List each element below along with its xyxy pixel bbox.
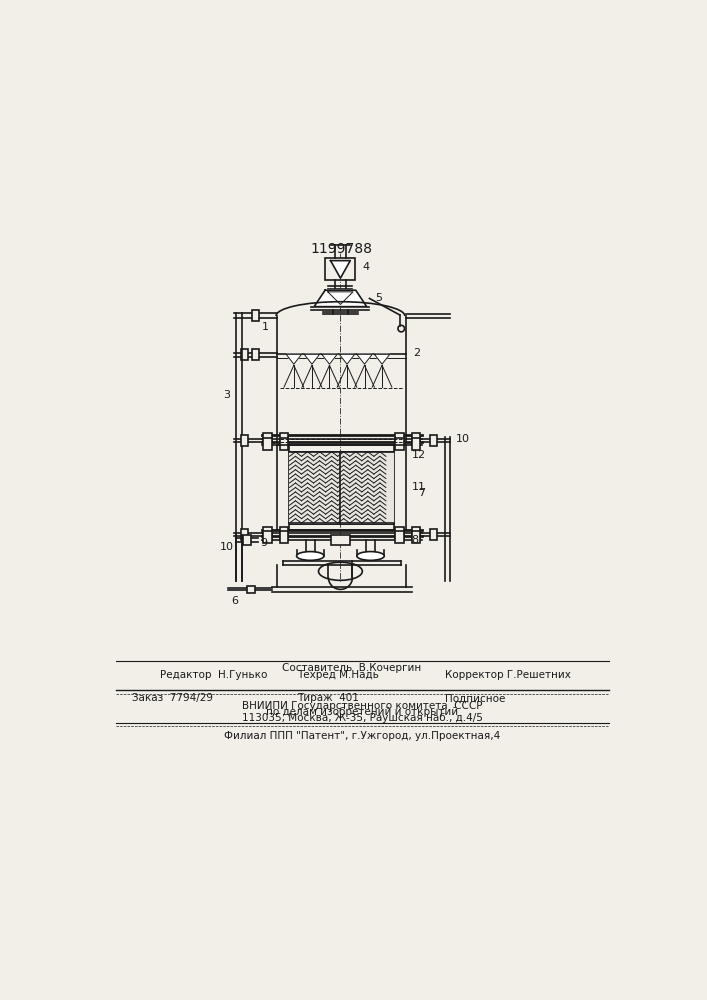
Text: 6: 6 [231, 596, 238, 606]
Bar [279, 527, 288, 539]
Text: ВНИИПИ Государственного комитета  СССР: ВНИИПИ Государственного комитета СССР [242, 701, 483, 711]
Bar [289, 452, 394, 523]
Bar [279, 531, 288, 543]
Bar [252, 349, 259, 360]
Polygon shape [339, 354, 355, 364]
Polygon shape [314, 290, 367, 307]
Text: 5: 5 [375, 293, 382, 303]
Text: 9: 9 [260, 538, 267, 548]
Text: Редактор  Н.Гунько: Редактор Н.Гунько [160, 670, 267, 680]
Bar [240, 529, 248, 540]
Text: Заказ  7794/29: Заказ 7794/29 [132, 693, 214, 703]
Bar [279, 438, 288, 450]
Bar [263, 531, 272, 543]
Text: Подписное: Подписное [445, 693, 505, 703]
Bar [247, 586, 255, 593]
Bar [325, 258, 356, 280]
Text: Тираж  401: Тираж 401 [297, 693, 358, 703]
Text: 11: 11 [411, 482, 426, 492]
Text: 10: 10 [220, 542, 233, 552]
Bar [263, 527, 272, 539]
Bar [243, 535, 251, 545]
Bar [395, 433, 404, 445]
Text: 1: 1 [262, 322, 269, 332]
Polygon shape [375, 354, 390, 364]
Text: Техред М.Надь: Техред М.Надь [297, 670, 378, 680]
Text: 10: 10 [455, 434, 469, 444]
Bar [263, 433, 272, 445]
Bar [411, 433, 421, 445]
Ellipse shape [357, 552, 385, 560]
Bar [411, 527, 421, 539]
Bar [430, 529, 438, 540]
Text: Составитель  В.Кочергин: Составитель В.Кочергин [282, 663, 421, 673]
Ellipse shape [297, 552, 324, 560]
Bar [395, 438, 404, 450]
Bar [411, 438, 421, 450]
Bar [279, 433, 288, 445]
Text: 3: 3 [223, 390, 230, 400]
Polygon shape [286, 354, 301, 364]
Bar [411, 531, 421, 543]
Text: Корректор Г.Решетних: Корректор Г.Решетних [445, 670, 571, 680]
Text: 1199788: 1199788 [310, 242, 373, 256]
Text: по делам изобретений и открытий: по делам изобретений и открытий [267, 707, 458, 717]
Bar [240, 349, 248, 360]
Text: Филиал ППП "Патент", г.Ужгород, ул.Проектная,4: Филиал ППП "Патент", г.Ужгород, ул.Проек… [224, 731, 501, 741]
Bar [240, 435, 248, 446]
Bar [252, 310, 259, 321]
Polygon shape [357, 354, 372, 364]
Bar [395, 531, 404, 543]
Bar [263, 438, 272, 450]
Bar [331, 535, 350, 545]
Text: 4: 4 [362, 262, 369, 272]
Bar [430, 435, 438, 446]
Text: 7: 7 [419, 488, 426, 498]
Polygon shape [304, 354, 320, 364]
Polygon shape [322, 354, 337, 364]
Text: 12: 12 [411, 450, 426, 460]
Text: 113035, Москва, Ж-35, Раушская наб., д.4/5: 113035, Москва, Ж-35, Раушская наб., д.4… [242, 713, 483, 723]
Bar [395, 527, 404, 539]
Text: 2: 2 [413, 348, 420, 358]
Text: 8: 8 [411, 535, 419, 545]
Polygon shape [331, 261, 350, 278]
